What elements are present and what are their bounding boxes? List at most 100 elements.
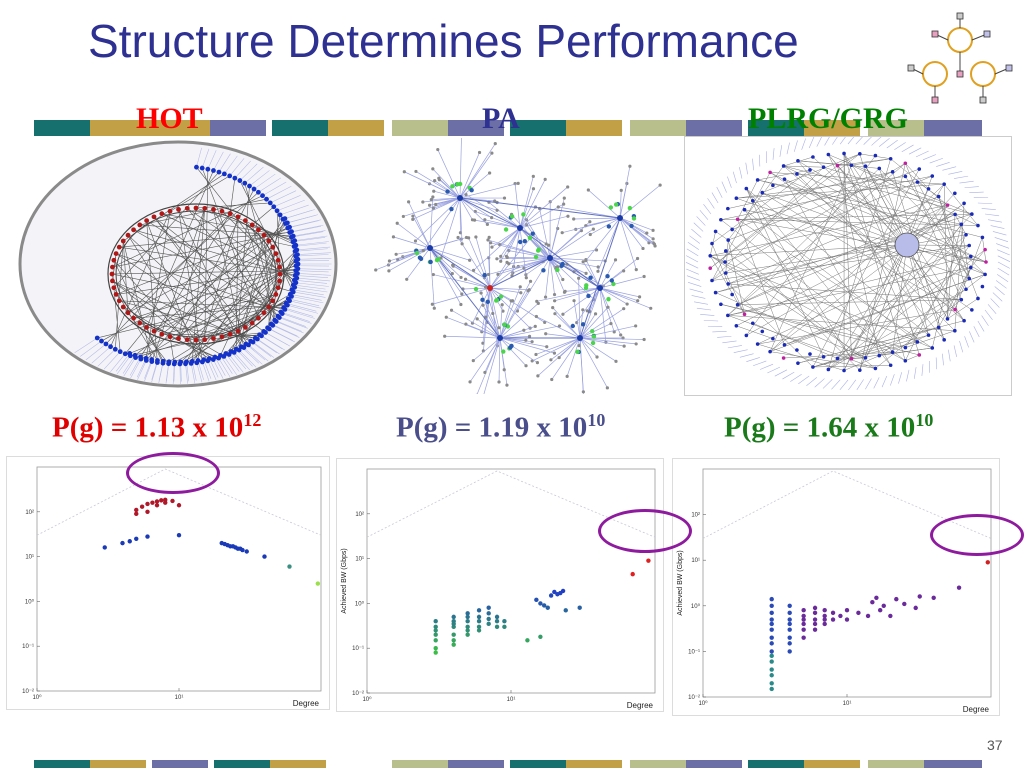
pa-leaf-node: [490, 215, 494, 220]
pa-leaf-node: [606, 305, 610, 309]
plrg-node: [903, 161, 908, 166]
pa-leaf-node: [402, 170, 406, 174]
scatter-point: [787, 649, 792, 654]
hot-edge-node: [127, 353, 133, 359]
pa-leaf-node: [501, 309, 505, 313]
plrg-node: [811, 365, 815, 369]
pa-leaf-node: [652, 242, 656, 246]
scatter-point: [787, 627, 792, 632]
pa-mid-node: [473, 286, 479, 292]
pa-leaf-node: [391, 235, 396, 239]
column-label-hot: HOT: [136, 102, 203, 135]
pa-leaf-node: [387, 259, 392, 263]
pa-leaf-node: [577, 344, 581, 348]
pa-leaf-node: [591, 227, 595, 231]
hot-core-node: [266, 304, 272, 310]
pa-mid-node: [485, 299, 490, 305]
hot-edge-node: [154, 360, 160, 365]
plrg-node: [967, 243, 971, 248]
hot-edge-node: [282, 216, 288, 222]
scatter-point: [538, 634, 543, 639]
scatter-point: [812, 621, 818, 627]
pg-text: P(g) = 1.13 x 10: [52, 411, 244, 444]
hot-edge-node: [294, 247, 300, 253]
scatter-point: [127, 539, 132, 544]
pa-hub-node: [577, 335, 583, 341]
pa-leaf-node: [581, 390, 585, 394]
pa-mid-node: [586, 293, 591, 299]
hot-edge-node: [194, 360, 200, 366]
pa-leaf-node: [560, 231, 564, 235]
pa-leaf-node: [495, 257, 499, 261]
hot-core-node: [167, 208, 173, 214]
hot-edge-node: [246, 342, 251, 348]
plrg-node: [903, 358, 908, 363]
plrg-node: [930, 346, 935, 350]
scatter-point: [956, 585, 962, 590]
hot-edge-node: [171, 361, 177, 367]
plrg-node: [771, 336, 775, 341]
plrg-node: [953, 191, 957, 196]
plrg-node: [713, 290, 718, 295]
pa-leaf-node: [534, 314, 538, 319]
pa-mid-node: [605, 273, 610, 279]
scatter-point: [102, 545, 107, 550]
plrg-node: [877, 166, 882, 171]
hot-core-node: [111, 285, 117, 291]
hot-core-node: [227, 331, 233, 337]
plrg-node: [915, 180, 920, 184]
hot-edge-node: [289, 229, 294, 235]
pa-leaf-node: [443, 334, 447, 338]
pg-text: P(g) = 1.64 x 10: [724, 411, 916, 444]
pa-leaf-node: [528, 279, 533, 283]
plrg-node: [734, 324, 739, 328]
pa-leaf-node: [637, 295, 642, 299]
pa-leaf-node: [524, 338, 528, 342]
pg-value-pa: P(g) = 1.19 x 1010: [396, 410, 605, 445]
hot-core-node: [261, 310, 267, 316]
plrg-node: [849, 163, 854, 168]
plrg-node: [708, 266, 713, 270]
plrg-node: [888, 156, 893, 161]
hot-edge-node: [160, 360, 166, 366]
pa-leaf-node: [451, 263, 455, 267]
hot-edge-node: [292, 284, 298, 290]
hot-edge-node: [122, 351, 128, 357]
hot-edge-node: [251, 186, 257, 192]
plrg-node: [967, 276, 971, 281]
pa-leaf-node: [460, 242, 464, 246]
hot-core-node: [111, 257, 117, 263]
hot-core-node: [256, 315, 261, 321]
pa-leaf-node: [622, 307, 626, 311]
scatter-point: [822, 617, 827, 622]
scatter-point: [812, 627, 818, 632]
plrg-node: [768, 349, 772, 354]
hot-core-node: [137, 320, 143, 326]
hot-edge-node: [290, 233, 296, 239]
scatter-point: [315, 581, 321, 586]
column-label-pa: PA: [482, 102, 520, 135]
plrg-node: [730, 292, 734, 297]
pa-leaf-node: [543, 177, 547, 182]
hot-core-node: [131, 227, 136, 233]
plrg-node: [962, 201, 966, 206]
pa-leaf-node: [485, 222, 489, 226]
hot-core-node: [235, 214, 241, 220]
bottom-color-bar: [34, 760, 982, 768]
pa-leaf-node: [421, 200, 425, 204]
highlight-ellipse: [930, 514, 1024, 556]
hot-edge-node: [232, 175, 238, 181]
hot-edge-node: [143, 358, 149, 363]
scatter-point: [433, 646, 438, 651]
highlight-ellipse: [598, 509, 692, 553]
scatter-point: [134, 511, 139, 517]
scatter-point: [769, 667, 774, 672]
pa-mid-node: [584, 283, 589, 288]
hot-edge-node: [138, 356, 144, 362]
x-axis-label: Degree: [627, 701, 654, 710]
hot-edge-node: [227, 173, 233, 179]
pa-mid-node: [627, 205, 633, 211]
y-tick-label: 10¹: [355, 557, 364, 563]
hot-edge-node: [247, 183, 252, 189]
plrg-node: [713, 229, 718, 234]
